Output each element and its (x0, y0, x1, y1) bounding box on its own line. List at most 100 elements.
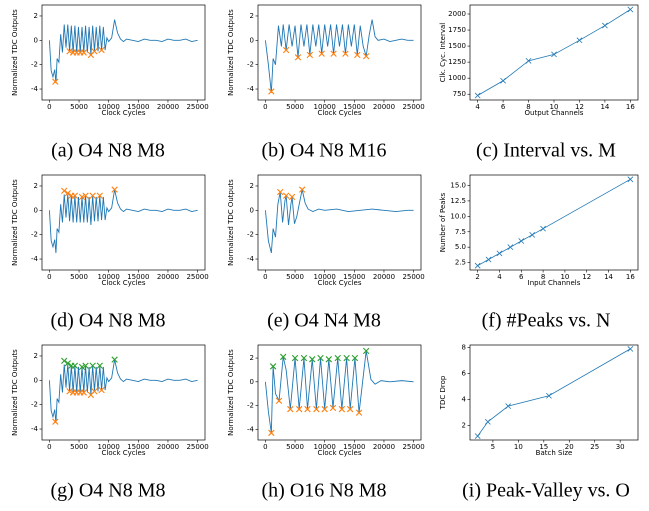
event-marker (309, 356, 316, 363)
point-marker (576, 37, 583, 44)
plot-frame (257, 344, 422, 441)
y-tick-label: 2 (250, 354, 254, 362)
y-tick-label: 0 (34, 36, 38, 44)
x-tick-label: 10 (560, 273, 569, 281)
x-tick-label: 10000 (98, 103, 120, 111)
data-line (264, 350, 414, 433)
x-tick-label: 8 (541, 273, 545, 281)
point-marker (551, 51, 557, 58)
event-marker (71, 192, 79, 199)
x-tick-label: 5000 (286, 273, 304, 281)
y-axis-label: Normalized TDC Outputs (11, 349, 19, 436)
event-marker (296, 405, 303, 413)
event-marker (355, 409, 363, 416)
x-tick-label: 2 (475, 273, 479, 281)
event-marker (351, 354, 359, 362)
event-marker (268, 429, 275, 437)
y-tick-label: 2 (250, 182, 254, 190)
event-marker (362, 52, 370, 60)
y-tick-label: 2 (462, 422, 466, 430)
y-tick-label: 5.0 (455, 243, 466, 251)
point-marker (529, 231, 536, 238)
data-line (477, 348, 631, 437)
x-tick-label: 14 (600, 103, 609, 111)
event-marker (294, 54, 302, 61)
x-tick-label: 20000 (373, 103, 395, 111)
caption: (g) O4 N8 M8 (51, 480, 166, 502)
y-tick-label: 2 (34, 182, 38, 190)
y-tick-label: 0 (34, 206, 38, 214)
x-tick-label: 30 (616, 443, 625, 451)
event-marker (282, 46, 290, 54)
x-axis-label: Clock Cycles (101, 449, 145, 457)
y-axis-label: Clk. Cyc. Interval (439, 23, 447, 83)
point-marker (474, 92, 481, 99)
x-tick-label: 5000 (286, 103, 304, 111)
x-tick-label: 0 (47, 273, 51, 281)
event-marker (342, 50, 349, 57)
caption: (a) O4 N8 M8 (51, 140, 165, 162)
point-marker (540, 225, 546, 232)
x-tick-label: 5000 (70, 103, 88, 111)
event-marker (346, 405, 354, 413)
x-axis-label: Output Channels (525, 109, 584, 117)
y-tick-label: 1500 (448, 42, 466, 50)
y-tick-label: -2 (31, 61, 38, 69)
y-tick-label: -2 (31, 231, 38, 239)
y-tick-label: 2 (34, 352, 38, 360)
caption: (d) O4 N8 M8 (51, 310, 166, 332)
x-tick-label: 15000 (343, 103, 365, 111)
point-marker (525, 57, 532, 64)
event-marker (334, 354, 341, 362)
x-tick-label: 25000 (402, 273, 424, 281)
y-tick-label: 2.5 (455, 259, 466, 267)
y-axis-label: Normalized TDC Outputs (227, 349, 235, 436)
caption: (h) O16 N8 M8 (262, 480, 387, 502)
event-marker (282, 192, 290, 199)
x-tick-label: 0 (263, 273, 267, 281)
x-tick-label: 20000 (157, 103, 179, 111)
x-tick-label: 0 (47, 443, 51, 451)
x-tick-label: 20000 (373, 443, 395, 451)
x-tick-label: 25000 (186, 443, 208, 451)
event-marker (300, 354, 308, 362)
event-marker (52, 78, 59, 85)
event-marker (111, 186, 118, 193)
plot-frame (257, 174, 422, 271)
event-marker (268, 88, 275, 95)
x-axis-label: Clock Cycles (101, 109, 145, 117)
x-axis-label: Clock Cycles (101, 279, 145, 287)
point-marker (627, 176, 634, 183)
x-tick-label: 20000 (157, 443, 179, 451)
x-tick-label: 0 (47, 103, 51, 111)
x-tick-label: 5000 (70, 443, 88, 451)
x-tick-label: 25000 (402, 103, 424, 111)
point-marker (474, 433, 481, 439)
event-marker (64, 360, 71, 367)
point-marker (485, 256, 492, 263)
caption: (e) O4 N4 M8 (267, 310, 381, 332)
event-marker (91, 48, 98, 55)
event-marker (287, 405, 294, 413)
y-tick-label: 2000 (448, 10, 466, 18)
y-axis-label: Normalized TDC Outputs (227, 9, 235, 96)
x-tick-label: 5 (491, 443, 495, 451)
event-marker (298, 186, 306, 193)
y-axis-label: Normalized TDC Outputs (11, 179, 19, 266)
point-marker (627, 346, 634, 352)
plot-frame (469, 174, 639, 271)
x-axis-label: Clock Cycles (317, 279, 361, 287)
event-marker (78, 193, 86, 201)
event-marker (66, 388, 73, 395)
x-tick-label: 0 (263, 103, 267, 111)
caption: (b) O4 N8 M16 (262, 140, 387, 162)
x-tick-label: 15000 (127, 443, 149, 451)
y-axis-label: Normalized TDC Outputs (227, 179, 235, 266)
plot-frame (41, 344, 206, 441)
x-tick-label: 4 (497, 273, 502, 281)
data-line (48, 189, 198, 253)
x-tick-label: 25000 (186, 103, 208, 111)
y-tick-label: 10.0 (450, 212, 466, 220)
point-marker (602, 22, 608, 29)
plot-frame (469, 344, 639, 441)
